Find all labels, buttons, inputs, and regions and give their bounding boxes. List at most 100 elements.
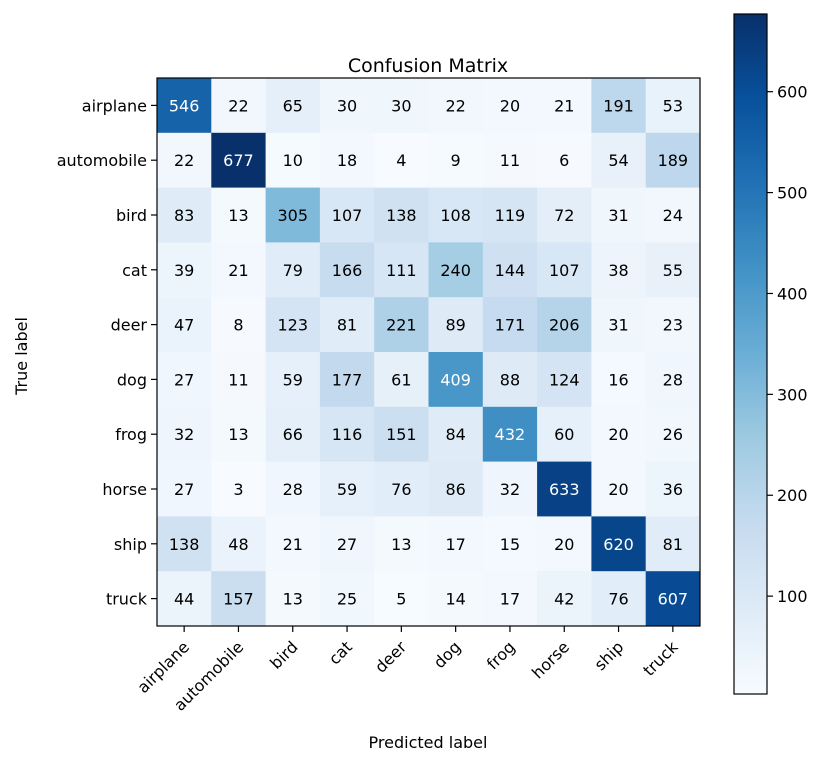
x-tick-label: truck [639,637,682,680]
heatmap-cell [428,461,484,517]
heatmap-cell [211,132,267,189]
y-axis-label: True label [12,317,31,396]
heatmap-cell [374,242,429,298]
cell-value-label: 432 [495,425,526,444]
cell-value-label: 38 [608,261,628,280]
cell-value-label: 44 [174,590,194,609]
heatmap-cell [374,461,429,517]
x-tick-label: ship [591,637,628,674]
cell-value-label: 21 [554,96,574,115]
heatmap-cell [591,242,647,298]
y-tick-label: deer [111,316,148,335]
heatmap-cell [319,352,375,408]
heatmap-cell [482,297,538,353]
cell-value-label: 23 [663,316,683,335]
cell-value-label: 177 [332,370,363,389]
heatmap-cell [537,461,592,517]
heatmap-cell [537,242,592,298]
heatmap-cell [374,297,429,353]
colorbar-tick-label: 500 [777,184,808,203]
cell-value-label: 21 [228,261,248,280]
heatmap-cell [537,516,592,572]
x-tick-label: cat [325,637,356,668]
heatmap-cell [428,78,484,134]
heatmap-cell [482,78,538,134]
plot-frame [156,77,701,627]
colorbar-ticks: 100 200 300 400 500 600 [767,83,808,606]
y-tick-label: truck [106,590,148,609]
cell-value-label: 11 [228,370,248,389]
heatmap-cells [157,78,701,627]
cell-value-label: 116 [332,425,363,444]
cell-value-label: 15 [500,535,520,554]
heatmap-cell [157,406,212,463]
cell-value-label: 20 [500,96,520,115]
cell-value-label: 633 [549,480,580,499]
heatmap-cell [157,78,212,134]
heatmap-cell [265,406,321,463]
cell-value-label: 30 [337,96,357,115]
cell-value-label: 20 [608,480,628,499]
cell-value-label: 47 [174,316,194,335]
cell-value-label: 83 [174,206,194,225]
y-tick-label: dog [117,370,147,389]
cell-value-label: 108 [440,206,471,225]
heatmap-cell [591,461,647,517]
heatmap-cell [265,187,321,243]
x-axis-label: Predicted label [369,733,488,752]
heatmap-cell [319,242,375,298]
heatmap-cell [591,516,647,572]
cell-value-label: 54 [608,151,628,170]
cell-value-label: 39 [174,261,194,280]
heatmap-cell [591,132,647,189]
y-tick-label: ship [114,535,147,554]
cell-value-label: 72 [554,206,574,225]
heatmap-cell [211,461,267,517]
cell-value-label: 138 [169,535,200,554]
heatmap-cell [374,406,429,463]
heatmap-cell [645,571,701,627]
heatmap-cell [265,461,321,517]
heatmap-cell [319,78,375,134]
cell-value-label: 16 [608,370,628,389]
cell-value-label: 124 [549,370,580,389]
cell-value-label: 81 [337,316,357,335]
heatmap-cell [319,461,375,517]
heatmap-cell [157,132,212,189]
heatmap-cell [537,297,592,353]
heatmap-cell [157,187,212,243]
cell-value-label: 53 [663,96,683,115]
heatmap-cell [645,461,701,517]
y-tick-label: airplane [82,96,147,115]
cell-value-label: 191 [603,96,634,115]
cell-value-label: 20 [608,425,628,444]
cell-value-label: 22 [445,96,465,115]
heatmap-cell [482,406,538,463]
cell-value-label: 221 [386,316,417,335]
heatmap-cell [319,132,375,189]
cell-value-label: 8 [233,316,243,335]
heatmap-cell [319,297,375,353]
heatmap-cell [319,571,375,627]
heatmap-cell [211,242,267,298]
cell-value-label: 107 [549,261,580,280]
heatmap-cell [265,242,321,298]
cell-value-label: 157 [223,590,254,609]
chart-title: Confusion Matrix [348,55,508,77]
cell-value-label: 4 [396,151,406,170]
cell-value-label: 48 [228,535,248,554]
cell-value-label: 17 [500,590,520,609]
cell-value-label: 42 [554,590,574,609]
cell-value-label: 13 [283,590,303,609]
cell-value-label: 31 [608,206,628,225]
y-tick-label: cat [122,261,147,280]
heatmap-cell [211,571,267,627]
heatmap-cell [265,516,321,572]
heatmap-cell [645,516,701,572]
cell-value-label: 677 [223,151,254,170]
cell-value-label: 546 [169,96,200,115]
x-tick-label: dog [430,637,465,672]
heatmap-cell [319,406,375,463]
heatmap-cell [645,78,701,134]
